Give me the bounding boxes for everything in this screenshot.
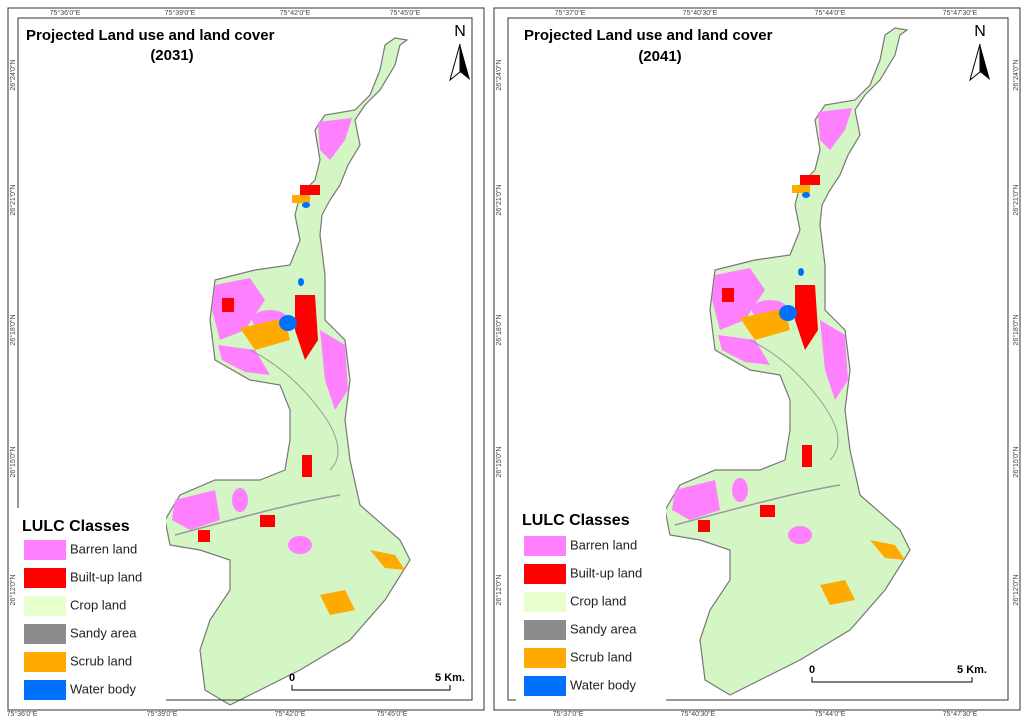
legend-label: Scrub land [570,649,632,664]
longitude-label: 75°37'0"E [553,710,584,718]
longitude-label: 75°36'0"E [7,710,38,718]
map-year: (2041) [638,48,681,65]
latitude-label: 26°24'0"N [1012,59,1020,90]
latitude-label: 26°18'0"N [1012,314,1020,345]
latitude-label: 26°12'0"N [495,574,503,605]
longitude-label: 75°36'0"E [50,9,81,17]
legend-swatch [24,680,66,700]
longitude-label: 75°42'0"E [280,9,311,17]
legend-label: Built-up land [70,569,142,584]
north-arrow [449,43,461,82]
latitude-label: 26°24'0"N [9,59,17,90]
map-year: (2031) [150,47,193,64]
longitude-label: 75°40'30"E [683,9,718,17]
latitude-label: 26°21'0"N [1012,184,1020,215]
longitude-label: 75°44'0"E [815,9,846,17]
map-title: Projected Land use and land cover [26,27,275,44]
legend-label: Barren land [70,541,137,556]
map-title: Projected Land use and land cover [524,27,773,44]
legend-swatch [24,624,66,644]
legend-swatch [524,620,566,640]
legend-swatch [24,596,66,616]
north-label: N [454,23,466,40]
legend-label: Crop land [70,597,126,612]
panel-frame [493,7,1021,711]
panel: 75°37'0"E 75°40'30"E 75°44'0"E 75°47'30"E 75… [493,7,1021,718]
longitude-label: 75°39'0"E [165,9,196,17]
latitude-label: 26°18'0"N [9,314,17,345]
latitude-label: 26°15'0"N [495,446,503,477]
longitude-label: 75°42'0"E [275,710,306,718]
legend-label: Crop land [570,593,626,608]
latitude-label: 26°15'0"N [9,446,17,477]
legend-title: LULC Classes [522,512,630,529]
longitude-label: 75°39'0"E [147,710,178,718]
longitude-label: 75°40'30"E [681,710,716,718]
legend-label: Built-up land [570,565,642,580]
scale-start: 0 [809,664,815,676]
legend-swatch [524,592,566,612]
north-arrow [969,43,981,82]
latitude-label: 26°24'0"N [495,59,503,90]
map-frame [507,17,1009,701]
latitude-label: 26°21'0"N [9,184,17,215]
scale-bar [811,677,973,683]
legend-label: Barren land [570,537,637,552]
latitude-label: 26°18'0"N [495,314,503,345]
panel: 75°36'0"E 75°39'0"E 75°42'0"E 75°45'0"E 75°3… [7,7,485,718]
scale-start: 0 [289,672,295,684]
legend-swatch [524,536,566,556]
legend-label: Water body [70,681,136,696]
map-frame [17,17,473,701]
north-arrow [980,44,990,80]
longitude-label: 75°45'0"E [390,9,421,17]
latitude-label: 26°21'0"N [495,184,503,215]
longitude-label: 75°37'0"E [555,9,586,17]
legend-swatch [524,564,566,584]
region-map-2031 [164,37,411,706]
longitude-label: 75°44'0"E [815,710,846,718]
longitude-label: 75°45'0"E [377,710,408,718]
legend-swatch [24,540,66,560]
longitude-label: 75°47'30"E [943,710,978,718]
scale-end: 5 Km. [435,672,465,684]
scale-end: 5 Km. [957,664,987,676]
north-arrow [460,44,470,80]
legend-title: LULC Classes [22,518,130,535]
longitude-label: 75°47'30"E [943,9,978,17]
latitude-label: 26°12'0"N [9,574,17,605]
latitude-label: 26°12'0"N [1012,574,1020,605]
legend-swatch [24,568,66,588]
legend-swatch [24,652,66,672]
legend-swatch [524,648,566,668]
latitude-label: 26°15'0"N [1012,446,1020,477]
legend-label: Sandy area [570,621,637,636]
legend-label: Water body [570,677,636,692]
legend-label: Scrub land [70,653,132,668]
panel-frame [7,7,485,711]
legend-label: Sandy area [70,625,137,640]
scale-bar [291,685,451,691]
legend-swatch [524,676,566,696]
north-label: N [974,23,986,40]
region-map-2041 [664,27,911,696]
